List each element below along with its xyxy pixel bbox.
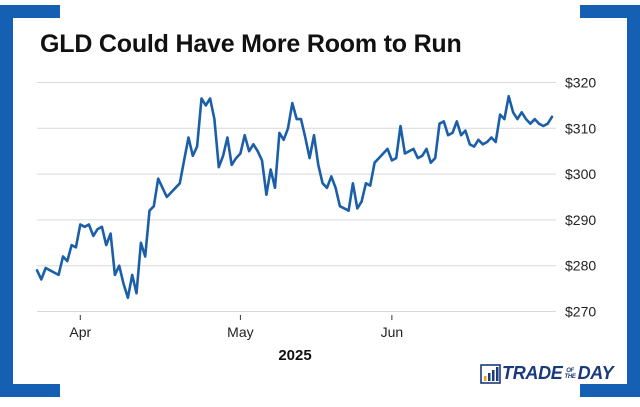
x-tick-label: Jun (381, 324, 404, 340)
grid-lines (37, 82, 556, 312)
y-tick-label: $280 (565, 258, 596, 274)
y-tick-label: $270 (565, 304, 596, 320)
y-tick-label: $290 (565, 212, 596, 228)
y-tick-label: $310 (565, 120, 596, 136)
trade-of-the-day-logo: TRADE OF THE DAY (480, 363, 614, 384)
bar-chart-icon (480, 363, 501, 384)
logo-text-the: THE (564, 373, 576, 380)
x-tick-label: Apr (69, 324, 91, 340)
x-axis-year-label: 2025 (278, 347, 311, 364)
y-axis-ticks: $270 $280 $290 $300 $310 $320 (565, 75, 596, 320)
y-tick-label: $320 (565, 75, 596, 91)
x-tick-label: May (227, 324, 253, 340)
series-line (35, 94, 554, 300)
y-tick-label: $300 (565, 166, 596, 182)
chart-title: GLD Could Have More Room to Run (40, 30, 462, 58)
logo-text-trade: TRADE (502, 363, 563, 383)
x-axis-ticks: Apr May Jun (69, 315, 403, 340)
logo-text-of: OF (566, 367, 574, 374)
logo-text-day: DAY (577, 363, 614, 383)
